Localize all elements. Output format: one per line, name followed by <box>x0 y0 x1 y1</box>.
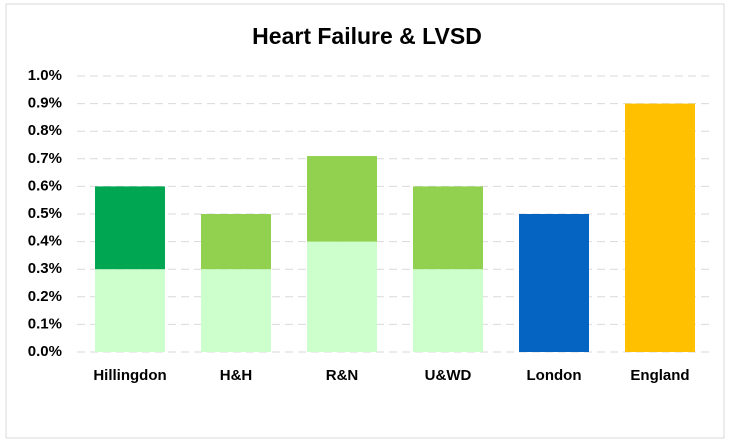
x-tick-label: U&WD <box>425 367 472 384</box>
y-tick-label: 0.5% <box>28 205 62 222</box>
bar-segment <box>625 103 695 352</box>
y-tick-label: 0.7% <box>28 150 62 167</box>
bar-segment <box>95 186 165 270</box>
x-tick-label: London <box>527 367 582 384</box>
bar-segment <box>413 186 483 270</box>
x-tick-label: R&N <box>326 367 359 384</box>
y-tick-label: 0.1% <box>28 315 62 332</box>
bar-segment <box>307 156 377 242</box>
y-tick-label: 0.6% <box>28 177 62 194</box>
bar-segment <box>201 214 271 270</box>
y-tick-label: 0.8% <box>28 122 62 139</box>
bar-segment <box>307 241 377 352</box>
chart-title: Heart Failure & LVSD <box>252 23 482 49</box>
x-tick-label: England <box>630 367 689 384</box>
y-tick-label: 0.9% <box>28 95 62 112</box>
x-tick-label: H&H <box>220 367 253 384</box>
y-tick-label: 1.0% <box>28 67 62 84</box>
y-tick-label: 0.4% <box>28 233 62 250</box>
y-tick-label: 0.3% <box>28 260 62 277</box>
bar-segment <box>519 214 589 352</box>
bar-segment <box>413 269 483 352</box>
bar-segment <box>201 269 271 352</box>
y-tick-label: 0.0% <box>28 343 62 360</box>
x-tick-label: Hillingdon <box>93 367 166 384</box>
bar-segment <box>95 269 165 352</box>
y-tick-label: 0.2% <box>28 288 62 305</box>
